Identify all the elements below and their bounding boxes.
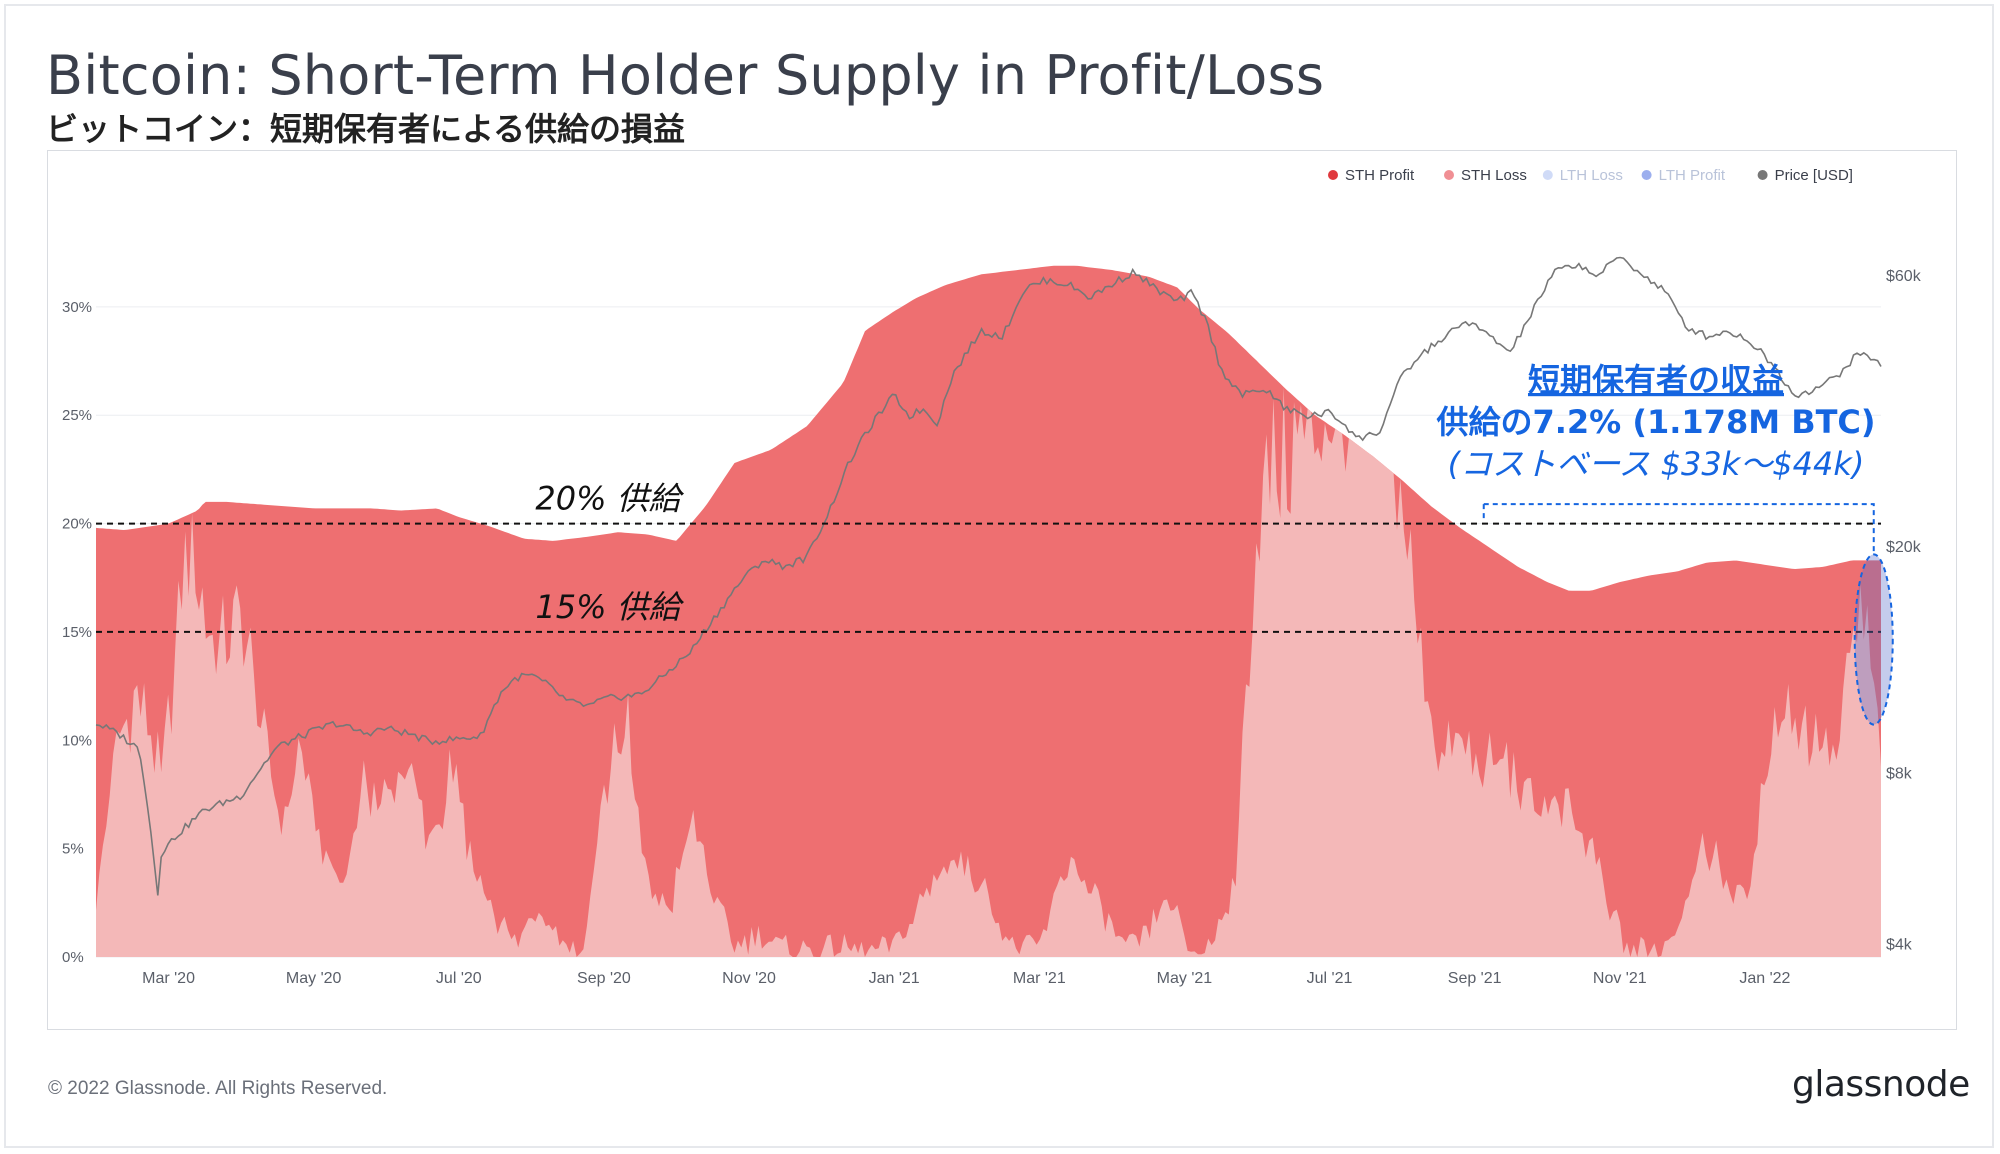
reference-line-label: 20% 供給 [535, 480, 684, 518]
annotation-title: 短期保有者の収益 [1528, 361, 1784, 399]
annotation-leader [1482, 503, 1875, 555]
y-tick-label-right: $60k [1886, 268, 1922, 285]
y-tick-label-right: $20k [1886, 539, 1922, 556]
y-tick-label-left: 10% [62, 732, 92, 749]
x-tick-label: May '20 [286, 970, 342, 987]
legend-item: Price [USD] [1775, 167, 1853, 184]
chart-title: Bitcoin: Short-Term Holder Supply in Pro… [46, 44, 1325, 107]
x-tick-label: Jan '22 [1739, 970, 1790, 987]
legend-marker [1757, 170, 1768, 180]
y-tick-label-left: 5% [62, 841, 84, 858]
footer-copyright: © 2022 Glassnode. All Rights Reserved. [48, 1078, 388, 1099]
legend-item: STH Profit [1345, 167, 1415, 184]
legend-item: LTH Profit [1659, 167, 1726, 184]
y-tick-label-left: 20% [62, 516, 92, 533]
y-tick-label-right: $8k [1886, 765, 1913, 782]
chart-panel: 0% 5% 10% 15% 20% 25% 30% $4k $8k $20k $60k Mar '20… [47, 150, 1957, 1030]
x-tick-label: May '21 [1157, 970, 1213, 987]
highlight-ellipse [1853, 553, 1894, 726]
x-tick-label: Jul '20 [436, 970, 482, 987]
chart-svg: 0% 5% 10% 15% 20% 25% 30% $4k $8k $20k $60k Mar '20… [62, 167, 1922, 987]
annotation-cost-basis: (コストベース $33k〜$44k) [1448, 445, 1865, 483]
legend-marker [1328, 170, 1338, 180]
legend-marker [1542, 170, 1553, 180]
legend-marker [1641, 170, 1652, 180]
y-tick-label-left: 15% [62, 624, 92, 641]
x-tick-label: Jan '21 [869, 970, 920, 987]
chart-subtitle: ビットコイン：短期保有者による供給の損益 [46, 110, 686, 148]
x-tick-label: Jul '21 [1307, 970, 1353, 987]
x-tick-label: Mar '20 [142, 970, 195, 987]
annotation-detail: 供給の7.2% (1.178M BTC) [1436, 403, 1875, 441]
y-tick-label-left: 25% [62, 407, 92, 424]
y-tick-label-left: 30% [62, 299, 92, 316]
price-line [95, 256, 1882, 896]
legend-item: STH Loss [1461, 167, 1527, 184]
y-tick-label-left: 0% [62, 949, 84, 966]
y-tick-label-right: $4k [1886, 936, 1913, 953]
sth-loss-area [96, 387, 1881, 957]
x-tick-label: Mar '21 [1013, 970, 1066, 987]
x-tick-label: Sep '21 [1448, 970, 1502, 987]
x-tick-label: Nov '20 [722, 970, 776, 987]
reference-line-label: 15% 供給 [535, 588, 684, 626]
x-tick-label: Nov '21 [1593, 970, 1647, 987]
x-tick-label: Sep '20 [577, 970, 631, 987]
legend-item: LTH Loss [1560, 167, 1623, 184]
legend-marker [1444, 170, 1454, 180]
footer-logo[interactable]: glassnode [1792, 1064, 1970, 1105]
